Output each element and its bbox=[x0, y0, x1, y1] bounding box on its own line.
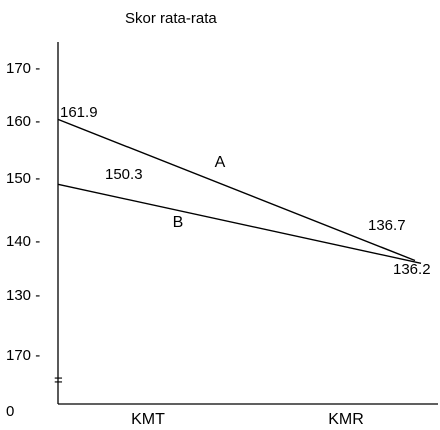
x-category-label: KMT bbox=[131, 411, 165, 428]
y-tick-label: 140 - bbox=[6, 233, 40, 250]
series-line-b bbox=[57, 183, 422, 264]
x-category-label: KMR bbox=[328, 411, 364, 428]
y-tick-label: 130 - bbox=[6, 287, 40, 304]
y-tick-label: 0 bbox=[6, 403, 14, 420]
y-tick-label: 170 - bbox=[6, 347, 40, 364]
chart-title: Skor rata-rata bbox=[125, 10, 217, 27]
data-label: 136.2 bbox=[393, 261, 431, 278]
series-line-a bbox=[57, 118, 416, 262]
y-tick-label: 170 - bbox=[6, 60, 40, 77]
axis-break-mark: = bbox=[54, 372, 63, 389]
chart-marks: 161.9 136.7 A 150.3 136.2 B bbox=[57, 104, 431, 278]
data-label: 150.3 bbox=[105, 166, 143, 183]
data-label: 161.9 bbox=[60, 104, 98, 121]
series-label-a: A bbox=[215, 154, 226, 171]
y-tick-label: 150 - bbox=[6, 170, 40, 187]
data-label: 136.7 bbox=[368, 217, 406, 234]
y-tick-label: 160 - bbox=[6, 113, 40, 130]
series-label-b: B bbox=[173, 214, 184, 231]
